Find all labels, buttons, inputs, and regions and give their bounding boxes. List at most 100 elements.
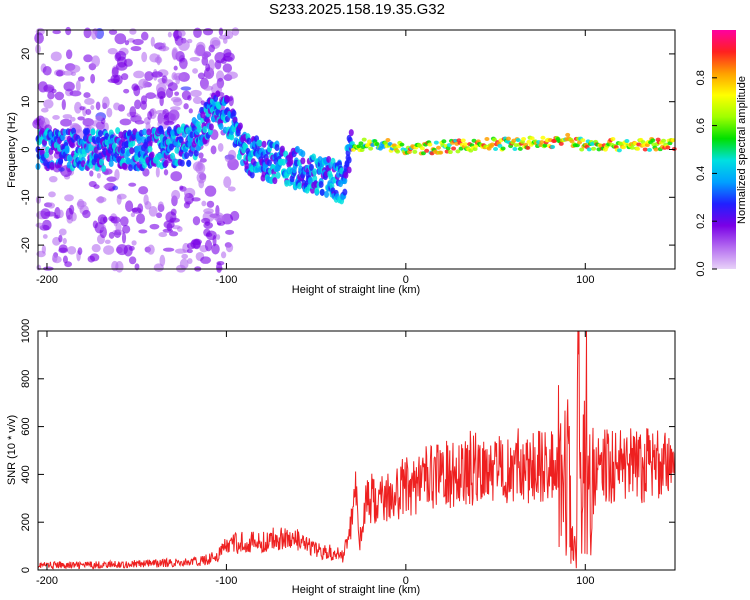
spectrogram-ridge-blob	[462, 142, 468, 147]
spectrogram-ridge-blob	[288, 158, 294, 166]
spectrogram-noise-blob	[115, 50, 127, 61]
spectrogram-ridge-blob	[202, 126, 208, 134]
spectrogram-noise-blob	[36, 250, 46, 258]
spectrogram-ridge-blob	[170, 152, 176, 160]
spectrogram-y-tick-label: 0	[20, 146, 32, 152]
spectrogram-noise-blob	[84, 98, 95, 105]
spectrogram-noise-blob	[169, 217, 180, 223]
spectrogram-noise-blob	[159, 254, 166, 267]
spectrogram-noise-blob	[85, 108, 92, 116]
spectrogram-ridge-blob	[149, 151, 155, 159]
spectrogram-ridge-blob	[157, 152, 163, 160]
spectrogram-noise-blob	[178, 39, 190, 51]
spectrogram-noise-blob	[79, 106, 85, 111]
spectrogram-noise-blob	[125, 200, 134, 212]
spectrogram-noise-blob	[114, 33, 127, 45]
spectrogram-ridge-blob	[661, 138, 667, 143]
spectrogram-noise-blob	[170, 96, 182, 103]
spectrogram-noise-blob	[201, 50, 209, 60]
spectrogram-noise-blob	[140, 95, 148, 105]
spectrogram-noise-blob	[77, 116, 85, 121]
spectrogram-ridge-blob	[246, 137, 252, 145]
spectrogram-noise-blob	[192, 96, 203, 105]
spectrogram-noise-blob	[204, 70, 214, 79]
spectrogram-noise-blob	[192, 216, 201, 226]
colorbar-tick-label: 0.8	[695, 70, 707, 85]
spectrogram-noise-blob	[124, 40, 130, 46]
colorbar-tick-label: 0.0	[695, 261, 707, 276]
spectrogram-ridge-blob	[274, 143, 280, 151]
spectrogram-noise-blob	[52, 29, 61, 35]
spectrogram-noise-blob	[230, 210, 240, 221]
spectrogram-noise-blob	[62, 114, 73, 119]
spectrogram-ridge-blob	[438, 150, 444, 155]
spectrogram-ridge-blob	[311, 153, 317, 161]
spectrogram-noise-blob	[171, 72, 178, 81]
spectrogram-noise-blob	[95, 196, 107, 203]
spectrogram-noise-blob	[195, 41, 206, 53]
spectrogram-noise-blob	[162, 247, 175, 252]
spectrogram-noise-blob	[138, 186, 149, 195]
spectrogram-noise-blob	[151, 71, 163, 78]
spectrogram-x-tick-label: -200	[36, 274, 58, 286]
spectrogram-noise-blob	[116, 194, 122, 205]
spectrogram-noise-blob	[65, 26, 72, 36]
spectrogram-noise-blob	[157, 201, 164, 211]
snr-y-axis-label: SNR (10 * v/v)	[6, 415, 18, 485]
spectrogram-ridge-blob	[374, 142, 380, 147]
spectrogram-noise-blob	[144, 71, 154, 82]
spectrogram-noise-blob	[199, 174, 205, 179]
spectrogram-noise-blob	[211, 243, 220, 255]
spectrogram-noise-blob	[89, 170, 94, 177]
spectrogram-ridge-blob	[308, 163, 314, 171]
spectrogram-noise-blob	[130, 46, 142, 52]
spectrogram-noise-blob	[91, 28, 98, 40]
spectrogram-noise-blob	[47, 202, 56, 209]
spectrogram-noise-blob	[121, 232, 127, 244]
spectrogram-ridge-blob	[163, 159, 169, 167]
spectrogram-ridge-blob	[343, 171, 349, 179]
spectrogram-ridge-blob	[99, 158, 105, 166]
spectrogram-noise-blob	[115, 62, 128, 71]
spectrogram-ridge-blob	[275, 171, 281, 179]
spectrogram-ridge-blob	[653, 147, 659, 152]
spectrogram-ridge-blob	[159, 128, 165, 136]
spectrogram-noise-blob	[58, 244, 68, 253]
spectrogram-ridge-blob	[515, 138, 521, 143]
spectrogram-ridge-blob	[237, 122, 243, 130]
spectrogram-noise-blob	[214, 60, 222, 70]
spectrogram-noise-blob	[149, 223, 160, 230]
spectrogram-ridge-blob	[120, 146, 126, 154]
spectrogram-ridge-blob	[665, 145, 671, 150]
spectrogram-noise-blob	[83, 54, 93, 63]
spectrogram-noise-blob	[158, 231, 168, 238]
spectrogram-noise-blob	[206, 200, 215, 208]
spectrogram-noise-blob	[95, 115, 103, 122]
spectrogram-noise-blob	[187, 258, 193, 264]
spectrogram-noise-blob	[120, 216, 129, 227]
snr-series-line	[37, 330, 676, 570]
spectrogram-noise-blob	[167, 82, 178, 92]
spectrogram-noise-blob	[136, 114, 142, 125]
colorbar-ticks: 0.0 0.2 0.4 0.6 0.8	[695, 70, 717, 277]
spectrogram-noise-blob	[106, 107, 113, 118]
spectrogram-noise-blob	[58, 234, 63, 243]
spectrogram-noise-blob	[129, 106, 137, 118]
spectrogram-ridge-blob	[383, 141, 389, 146]
spectrogram-noise-blob	[200, 256, 212, 264]
spectrogram-ridge-blob	[215, 90, 221, 98]
spectrogram-ridge-blob	[521, 137, 527, 142]
spectrogram-noise-blob	[128, 182, 137, 187]
spectrogram-noise-blob	[138, 229, 148, 234]
spectrogram-ridge-blob	[359, 147, 365, 152]
spectrogram-noise-blob	[192, 161, 204, 172]
spectrogram-noise-blob	[204, 185, 217, 197]
spectrogram-ridge-blob	[272, 177, 278, 185]
spectrogram-noise-blob	[70, 116, 76, 122]
spectrogram-noise-blob	[156, 212, 163, 219]
spectrogram-ridge-blob	[184, 152, 190, 160]
spectrogram-noise-blob	[128, 245, 135, 251]
spectrogram-noise-blob	[169, 106, 181, 111]
